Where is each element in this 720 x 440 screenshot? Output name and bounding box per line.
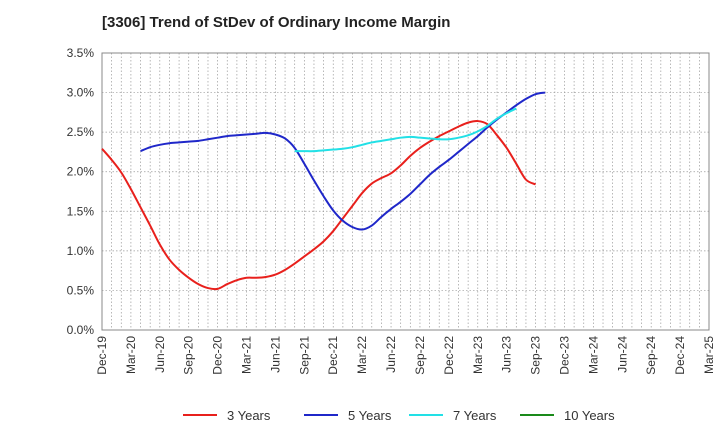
series-line-3 <box>294 107 517 153</box>
x-tick-label: Mar-24 <box>586 336 600 374</box>
x-tick-label: Sep-24 <box>644 336 658 375</box>
legend-swatch <box>409 414 443 416</box>
legend-item: 5 Years <box>304 404 391 426</box>
legend-item: 10 Years <box>520 404 615 426</box>
legend-swatch <box>183 414 217 416</box>
x-tick-label: Dec-20 <box>211 336 225 375</box>
x-tick-label: Dec-21 <box>326 336 340 375</box>
y-tick-label: 0.0% <box>67 323 95 337</box>
y-axis-ticks: 0.0% 0.5% 1.0% 1.5% 2.0% 2.5% 3.0% 3.5% <box>67 46 95 337</box>
x-tick-label: Dec-24 <box>673 336 687 375</box>
x-tick-label: Dec-23 <box>557 336 571 375</box>
x-tick-label: Sep-23 <box>529 336 543 375</box>
x-tick-label: Jun-20 <box>153 336 167 373</box>
x-tick-label: Sep-21 <box>297 336 311 375</box>
y-tick-label: 1.0% <box>67 244 95 258</box>
legend-item: 3 Years <box>183 404 270 426</box>
legend-label: 10 Years <box>564 407 615 423</box>
legend-item: 7 Years <box>409 404 496 426</box>
x-tick-label: Dec-19 <box>95 336 109 375</box>
x-tick-label: Jun-24 <box>615 336 629 373</box>
x-axis-ticks: Dec-19 Mar-20 Jun-20 Sep-20 Dec-20 Mar-21 Jun-… <box>95 336 716 375</box>
x-tick-label: Jun-21 <box>268 336 282 373</box>
series-line-2 <box>140 91 546 231</box>
legend: 3 Years 5 Years 7 Years 10 Years <box>0 404 720 428</box>
y-tick-label: 2.0% <box>67 165 95 179</box>
x-tick-label: Mar-20 <box>124 336 138 374</box>
series-layer <box>101 91 546 291</box>
legend-swatch <box>304 414 338 416</box>
x-tick-label: Mar-22 <box>355 336 369 374</box>
legend-label: 5 Years <box>348 407 392 423</box>
y-tick-label: 3.0% <box>67 86 95 100</box>
grid <box>102 53 709 330</box>
legend-label: 3 Years <box>227 407 271 423</box>
chart-title: [3306] Trend of StDev of Ordinary Income… <box>102 14 451 31</box>
x-tick-label: Sep-20 <box>182 336 196 375</box>
x-tick-label: Mar-23 <box>471 336 485 374</box>
x-tick-label: Dec-22 <box>442 336 456 375</box>
plot-frame <box>101 52 710 331</box>
legend-swatch <box>520 414 554 416</box>
y-tick-label: 1.5% <box>67 204 95 218</box>
y-tick-label: 2.5% <box>67 125 95 139</box>
x-tick-label: Mar-25 <box>702 336 716 374</box>
y-tick-label: 0.5% <box>67 283 95 297</box>
x-tick-label: Mar-21 <box>240 336 254 374</box>
x-tick-label: Sep-22 <box>413 336 427 375</box>
legend-label: 7 Years <box>453 407 497 423</box>
x-tick-label: Jun-23 <box>500 336 514 373</box>
x-tick-label: Jun-22 <box>384 336 398 373</box>
series-line-1 <box>101 120 537 291</box>
y-tick-label: 3.5% <box>67 46 95 60</box>
